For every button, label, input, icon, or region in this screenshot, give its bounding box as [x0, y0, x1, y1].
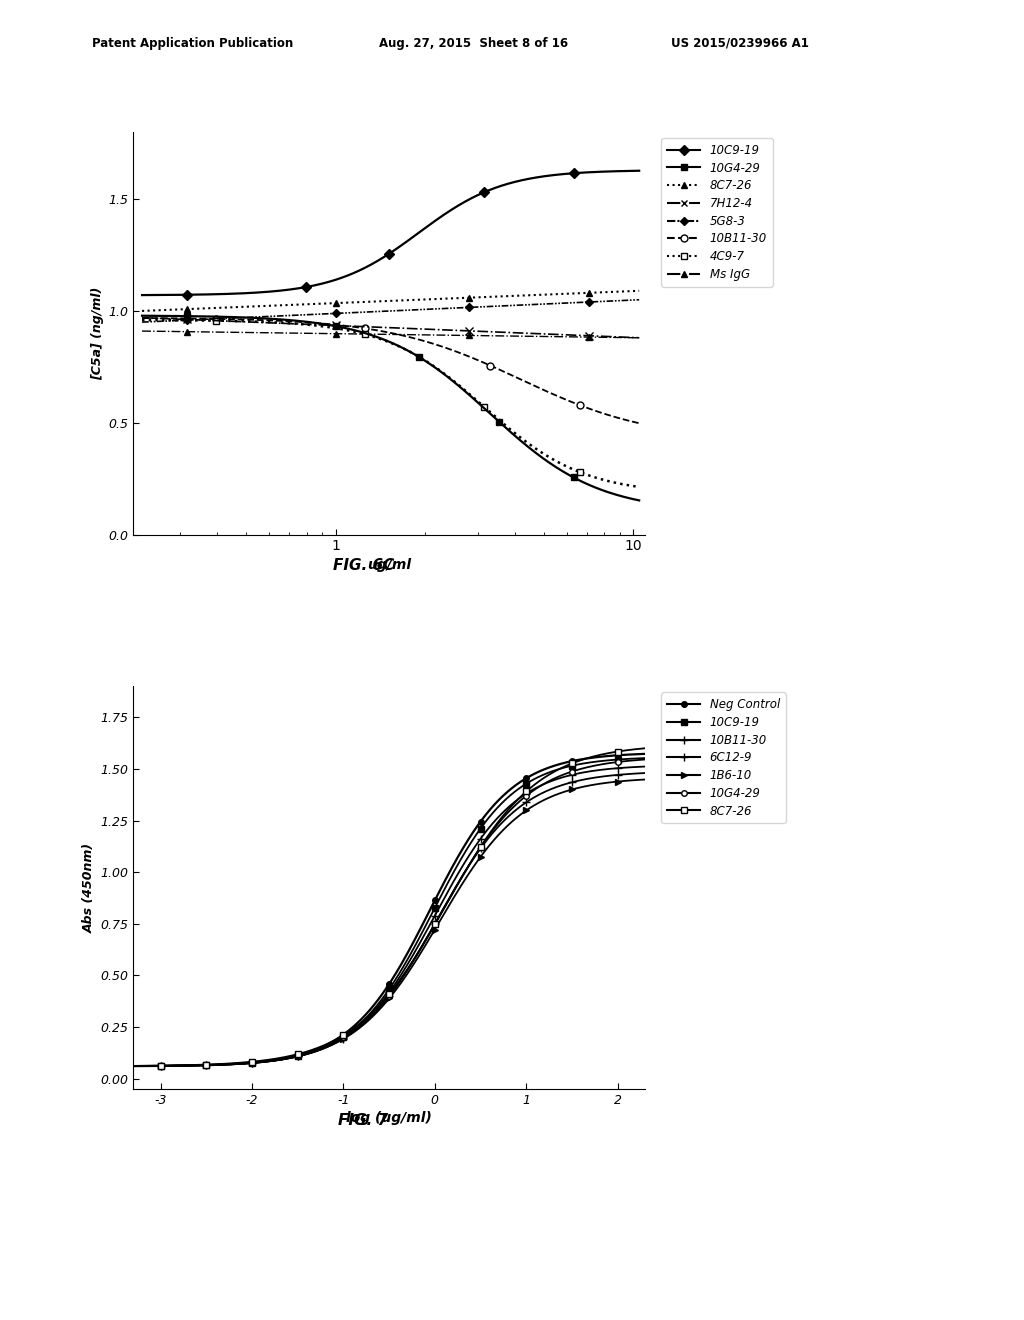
Text: Patent Application Publication: Patent Application Publication	[92, 37, 294, 50]
X-axis label: ug/ml: ug/ml	[367, 557, 412, 572]
Text: FIG. 6C: FIG. 6C	[333, 558, 394, 573]
Text: Aug. 27, 2015  Sheet 8 of 16: Aug. 27, 2015 Sheet 8 of 16	[379, 37, 568, 50]
Text: FIG. 7: FIG. 7	[339, 1113, 388, 1127]
Text: US 2015/0239966 A1: US 2015/0239966 A1	[671, 37, 809, 50]
Legend: Neg Control, 10C9-19, 10B11-30, 6C12-9, 1B6-10, 10G4-29, 8C7-26: Neg Control, 10C9-19, 10B11-30, 6C12-9, …	[662, 692, 785, 824]
X-axis label: log (ug/ml): log (ug/ml)	[346, 1111, 432, 1125]
Y-axis label: [C5a] (ng/ml): [C5a] (ng/ml)	[91, 286, 104, 380]
Y-axis label: Abs (450nm): Abs (450nm)	[83, 842, 96, 933]
Legend: 10C9-19, 10G4-29, 8C7-26, 7H12-4, 5G8-3, 10B11-30, 4C9-7, Ms IgG: 10C9-19, 10G4-29, 8C7-26, 7H12-4, 5G8-3,…	[662, 137, 773, 286]
